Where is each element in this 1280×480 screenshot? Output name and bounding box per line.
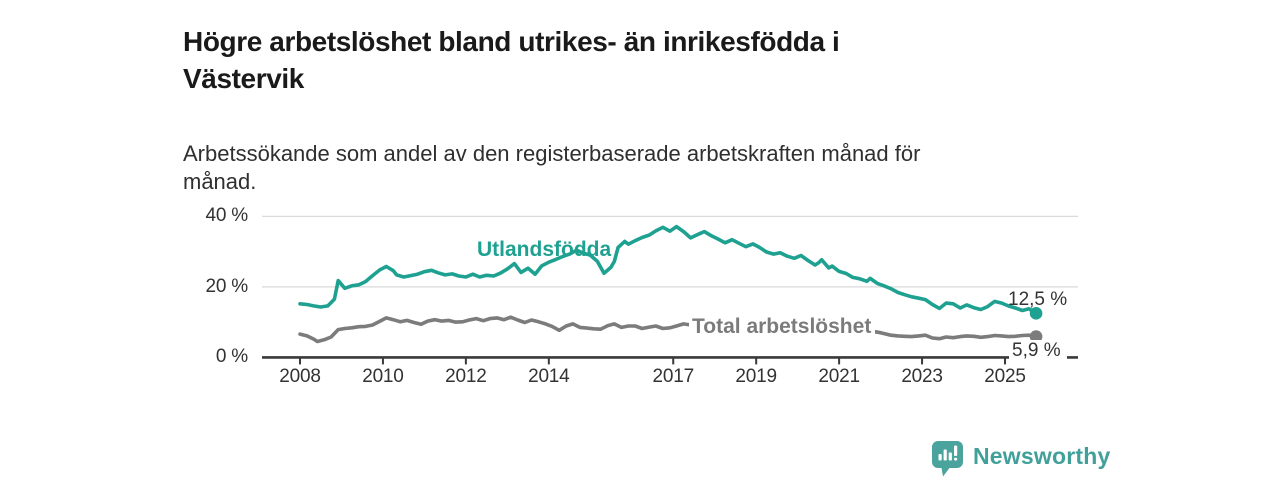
page-title: Högre arbetslöshet bland utrikes- än inr… xyxy=(183,23,1043,97)
chart-subtitle: Arbetssökande som andel av den registerb… xyxy=(183,140,1043,196)
newsworthy-logo-icon xyxy=(932,441,963,477)
series-label-utlandsfodda: Utlandsfödda xyxy=(477,238,612,261)
logo-exclamation-bar xyxy=(954,445,958,456)
y-axis-label: 20 % xyxy=(205,275,248,297)
logo-bar-1 xyxy=(938,454,942,461)
y-axis-label: 40 % xyxy=(205,205,248,227)
subtitle-line-1: Arbetssökande som andel av den registerb… xyxy=(183,141,921,166)
logo-exclamation-dot xyxy=(954,457,958,461)
series-label-total-arbetsloshet: Total arbetslöshet xyxy=(689,315,876,341)
series-line-total-arbetsl-shet xyxy=(298,315,1038,344)
x-axis-label: 2014 xyxy=(528,366,570,387)
series-end-dot xyxy=(1029,330,1043,343)
x-axis-label: 2010 xyxy=(362,366,404,387)
end-value-label-utlandsfodda: 12,5 % xyxy=(1008,289,1068,310)
x-axis-label: 2021 xyxy=(818,366,860,387)
x-axis-label: 2017 xyxy=(652,366,694,387)
x-axis-label: 2023 xyxy=(901,366,943,387)
brand-name: Newsworthy xyxy=(973,442,1111,469)
title-line-1: Högre arbetslöshet bland utrikes- än inr… xyxy=(183,25,840,57)
series-line-utlandsf-dda xyxy=(298,224,1038,316)
series-end-dot xyxy=(1029,307,1043,320)
x-axis-label: 2019 xyxy=(735,366,777,387)
logo-bar-3 xyxy=(948,452,952,461)
end-value-label-total: 5,9 % xyxy=(1009,340,1067,363)
x-axis-label: 2012 xyxy=(445,366,487,387)
logo-bar-2 xyxy=(943,449,947,461)
x-axis-label: 2008 xyxy=(279,366,321,387)
subtitle-line-2: månad. xyxy=(183,169,257,194)
brand-footer: Newsworthy xyxy=(931,440,1110,478)
y-axis-label: 0 % xyxy=(215,346,248,368)
speech-bubble-shape xyxy=(932,441,963,477)
x-axis-label: 2025 xyxy=(984,366,1026,387)
title-line-2: Västervik xyxy=(183,62,304,94)
